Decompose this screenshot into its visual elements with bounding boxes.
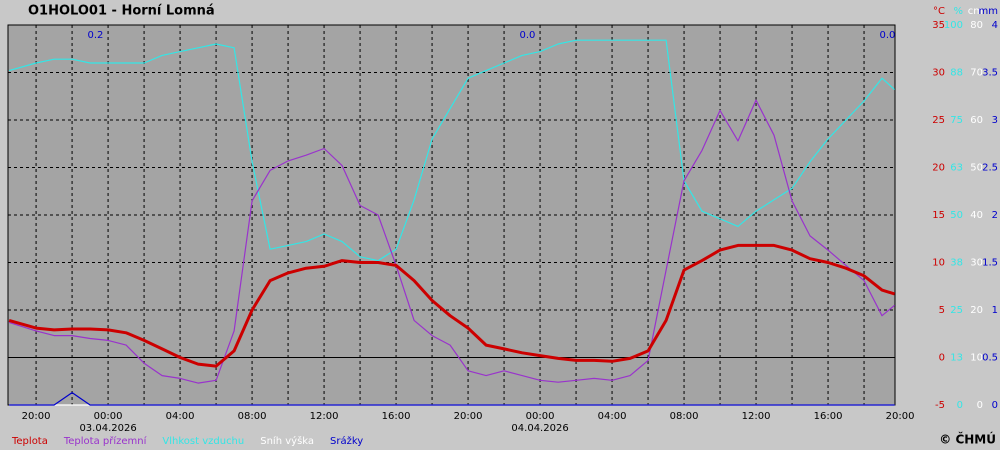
x-tick-label: 20:00	[22, 411, 51, 422]
y-tick-label: 10	[932, 258, 945, 269]
x-tick-label: 00:00	[526, 411, 555, 422]
axis-unit: °C	[933, 6, 945, 17]
y-tick-label: 50	[950, 210, 963, 221]
y-tick-label: 15	[932, 210, 945, 221]
y-tick-label: 75	[950, 115, 963, 126]
y-tick-label: 2	[992, 210, 998, 221]
y-tick-label: 63	[950, 163, 963, 174]
legend-entry: Srážky	[330, 435, 363, 447]
y-tick-label: 30	[970, 258, 983, 269]
legend-entry: Teplota přízemní	[63, 435, 148, 447]
copyright: © ČHMÚ	[939, 432, 996, 447]
x-tick-label: 08:00	[238, 411, 267, 422]
y-tick-label: 1	[992, 305, 998, 316]
x-tick-label: 12:00	[310, 411, 339, 422]
series-line	[8, 99, 895, 384]
y-tick-label: 60	[970, 115, 983, 126]
precip-total: 0.0	[879, 30, 895, 41]
precip-total: 0.0	[520, 30, 536, 41]
y-tick-label: -5	[935, 400, 945, 411]
legend-entry: Sníh výška	[260, 435, 314, 447]
x-tick-label: 04:00	[166, 411, 195, 422]
series-line	[8, 243, 896, 368]
y-tick-label: 4	[992, 20, 998, 31]
y-tick-label: 3	[992, 115, 998, 126]
x-tick-label: 20:00	[886, 411, 915, 422]
legend-entry: Teplota	[11, 436, 48, 447]
x-tick-label: 12:00	[742, 411, 771, 422]
y-tick-label: 20	[932, 163, 945, 174]
y-tick-label: 0	[939, 353, 945, 364]
x-tick-label: 20:00	[454, 411, 483, 422]
series-line	[9, 392, 895, 406]
y-tick-label: 25	[950, 305, 963, 316]
y-tick-label: 3.5	[982, 68, 998, 79]
y-tick-label: 20	[970, 305, 983, 316]
legend-entry: Vlhkost vzduchu	[162, 436, 244, 447]
axis-unit: mm	[979, 6, 998, 17]
x-tick-label: 16:00	[382, 411, 411, 422]
y-tick-label: 38	[950, 258, 963, 269]
y-tick-label: 30	[932, 68, 945, 79]
y-tick-label: 40	[970, 210, 983, 221]
y-tick-label: 0.5	[982, 353, 998, 364]
y-tick-label: 1.5	[982, 258, 998, 269]
axis-unit: cm	[968, 6, 983, 17]
x-tick-label: 16:00	[814, 411, 843, 422]
date-label: 03.04.2026	[79, 423, 136, 434]
series-line	[8, 39, 896, 262]
y-tick-label: 5	[939, 305, 945, 316]
y-tick-label: 0	[992, 400, 998, 411]
y-tick-label: 13	[950, 353, 963, 364]
y-tick-label: 70	[970, 68, 983, 79]
x-tick-label: 00:00	[94, 411, 123, 422]
date-label: 04.04.2026	[511, 423, 568, 434]
x-tick-label: 04:00	[598, 411, 627, 422]
chart-title: O1HOLO01 - Horní Lomná	[28, 4, 215, 19]
axis-unit: %	[953, 6, 963, 17]
y-tick-label: 10	[970, 353, 983, 364]
y-tick-label: 80	[970, 20, 983, 31]
y-tick-label: 25	[932, 115, 945, 126]
y-tick-label: 88	[950, 68, 963, 79]
y-tick-label: 0	[977, 400, 983, 411]
y-tick-label: 50	[970, 163, 983, 174]
x-tick-label: 08:00	[670, 411, 699, 422]
y-tick-label: 2.5	[982, 163, 998, 174]
y-tick-label: 0	[957, 400, 963, 411]
y-tick-label: 35	[932, 20, 945, 31]
precip-total: 0.2	[88, 30, 104, 41]
y-tick-label: 100	[944, 20, 963, 31]
